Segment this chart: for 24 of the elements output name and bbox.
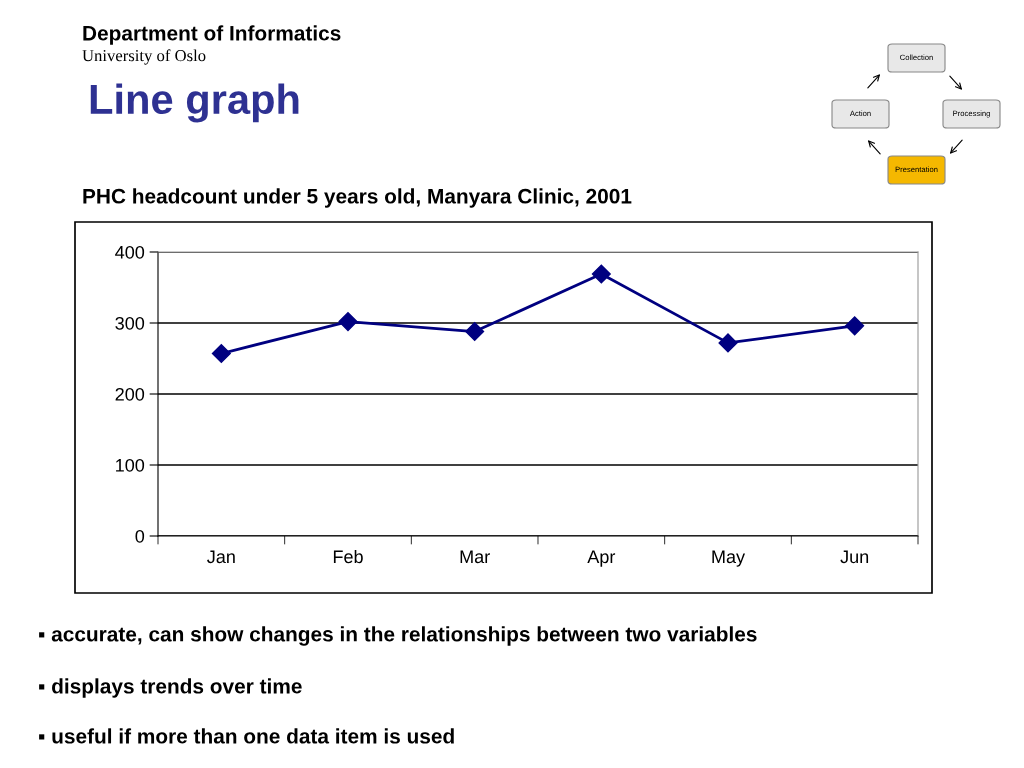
text: ▪ displays trends over time xyxy=(39,678,302,698)
x-tick-label: Feb xyxy=(333,549,363,564)
text: ▪ accurate, can show changes in the relationships between two variables xyxy=(39,626,757,646)
point xyxy=(338,312,358,332)
y-tick-label: 100 xyxy=(116,458,145,472)
x-tick-label: Apr xyxy=(587,550,616,567)
x-tick-label: May xyxy=(712,550,746,567)
point xyxy=(465,321,485,342)
y-tick-label: 400 xyxy=(115,245,145,259)
text: University of Oslo xyxy=(82,49,206,65)
y-tick-label: 0 xyxy=(135,529,145,543)
text: ▪ useful if more than one data item is used xyxy=(39,728,454,744)
point xyxy=(211,343,231,364)
y-tick-label: 200 xyxy=(115,387,145,401)
text: Line graph xyxy=(90,83,299,123)
text: Department of Informatics xyxy=(83,25,341,45)
point xyxy=(591,264,611,284)
chart-title: PHC headcount under 5 years old, Manyara Clinic, 2001 xyxy=(83,188,632,208)
y-tick-label: 300 xyxy=(115,316,145,330)
point xyxy=(845,316,865,336)
point xyxy=(718,333,738,353)
x-tick-label: Mar xyxy=(460,550,490,564)
x-tick-label: Jun xyxy=(840,550,869,564)
x-tick-label: Jan xyxy=(207,550,235,564)
